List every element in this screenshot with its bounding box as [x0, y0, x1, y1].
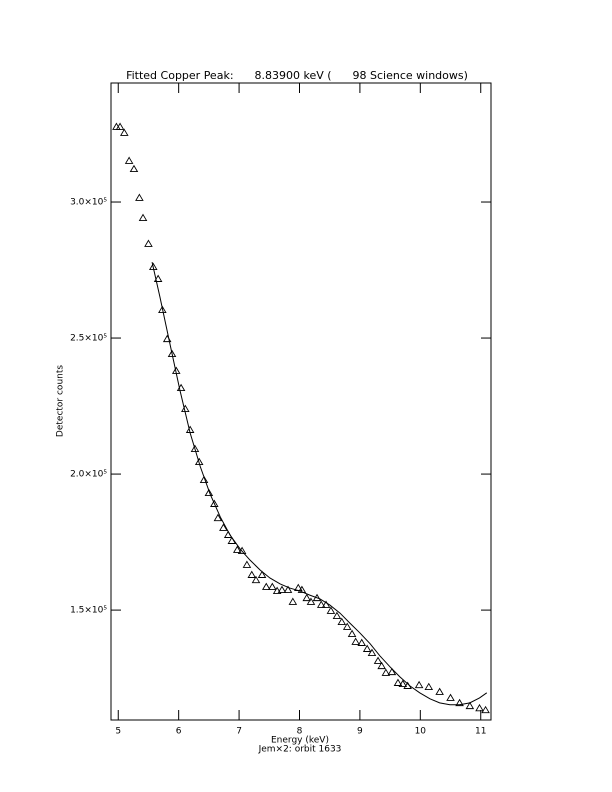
data-point	[257, 570, 267, 578]
data-point	[326, 606, 336, 614]
data-point	[272, 586, 282, 594]
chart-title: Fitted Copper Peak: 8.83900 keV ( 98 Sci…	[126, 69, 468, 82]
data-point	[297, 585, 307, 593]
y-axis-label: Detector counts	[56, 365, 66, 437]
data-point	[367, 648, 377, 657]
data-point	[435, 687, 444, 695]
x-tick-label: 5	[115, 727, 121, 737]
data-point	[167, 349, 177, 358]
data-point	[158, 305, 167, 313]
data-point	[213, 513, 223, 522]
x-tick-label: 6	[176, 727, 182, 737]
plot-frame	[110, 82, 492, 721]
data-point	[321, 600, 331, 608]
data-point	[316, 600, 326, 608]
data-point	[446, 693, 455, 701]
data-point	[242, 560, 252, 568]
data-point	[455, 698, 464, 707]
y-tick-label: 2.0×10⁵	[70, 470, 107, 480]
data-point	[465, 701, 475, 710]
y-tick-label: 3.0×10⁵	[70, 198, 107, 208]
data-point	[302, 593, 312, 602]
data-point	[112, 122, 121, 130]
data-point	[283, 585, 293, 593]
data-point	[381, 668, 391, 676]
data-point	[138, 213, 148, 222]
x-tick-label: 9	[357, 727, 363, 737]
y-tick-label: 1.5×10⁵	[70, 606, 107, 616]
data-point	[210, 499, 219, 507]
data-point	[199, 475, 209, 484]
data-point	[277, 585, 287, 593]
x-tick-label: 10	[415, 727, 427, 737]
data-point	[261, 582, 271, 590]
data-point	[351, 637, 360, 645]
data-point	[393, 678, 403, 686]
subtitle: Jem×2: orbit 1633	[258, 745, 342, 755]
data-point	[332, 611, 342, 620]
data-point	[414, 680, 424, 689]
data-point	[237, 546, 247, 555]
data-point	[362, 644, 372, 652]
x-tick-label: 7	[236, 727, 242, 737]
data-point	[424, 682, 434, 691]
data-point	[129, 164, 139, 173]
data-point	[347, 629, 357, 637]
data-point	[219, 523, 228, 531]
data-point	[153, 274, 163, 282]
data-point	[232, 545, 242, 553]
data-point	[288, 597, 298, 605]
data-point	[306, 597, 316, 605]
x-axis-label: Energy (keV)	[271, 736, 329, 746]
data-point	[481, 705, 490, 714]
data-point	[144, 239, 153, 247]
x-tick-label: 11	[475, 727, 486, 737]
data-point	[373, 656, 383, 664]
data-point	[475, 703, 484, 712]
data-point	[377, 661, 386, 670]
data-point	[135, 193, 144, 201]
data-point	[342, 622, 352, 630]
data-point	[204, 488, 214, 497]
data-point	[251, 575, 261, 584]
data-point	[337, 617, 347, 626]
data-point	[247, 570, 257, 578]
x-tick-label: 8	[297, 727, 303, 737]
data-point	[120, 128, 129, 136]
data-point	[398, 679, 408, 688]
data-point	[268, 582, 277, 590]
data-point	[115, 122, 125, 130]
data-point	[357, 638, 366, 646]
data-point	[124, 156, 134, 164]
fit-line	[151, 262, 488, 706]
y-tick-label: 2.5×10⁵	[70, 334, 107, 344]
data-point	[387, 667, 397, 676]
data-point	[190, 444, 200, 452]
